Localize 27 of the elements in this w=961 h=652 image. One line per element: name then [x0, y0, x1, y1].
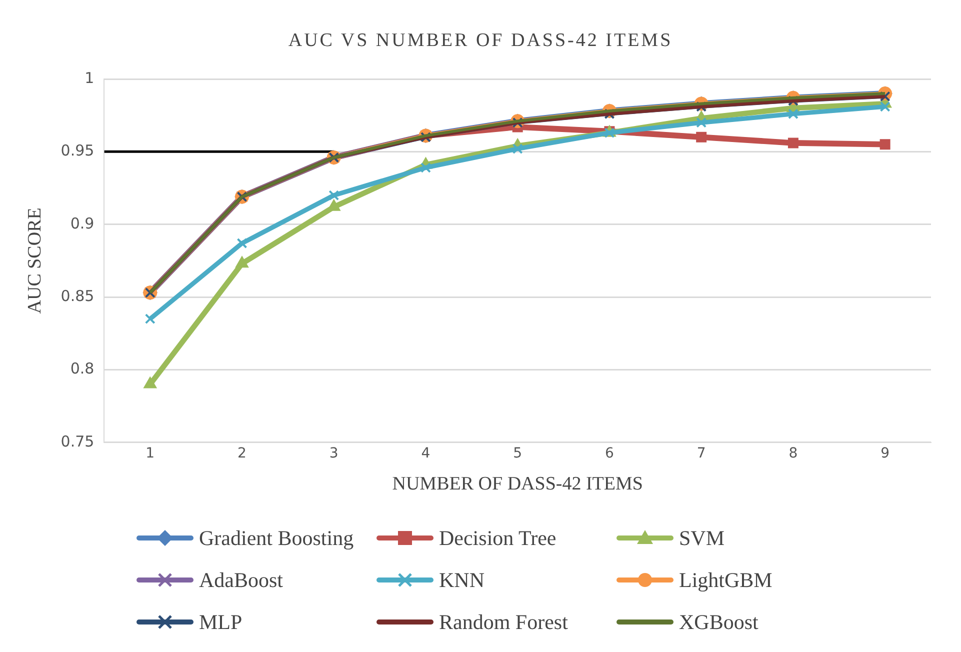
- x-tick-label: 5: [513, 445, 522, 462]
- legend-label: LightGBM: [679, 568, 772, 592]
- x-tick-label: 9: [880, 445, 890, 462]
- legend-label: KNN: [439, 568, 484, 592]
- legend-label: XGBoost: [679, 610, 758, 634]
- x-tick-label: 1: [146, 445, 155, 462]
- x-tick-label: 4: [421, 445, 430, 462]
- x-tick-label: 8: [788, 445, 798, 462]
- legend-label: SVM: [679, 526, 725, 550]
- legend-label: AdaBoost: [199, 568, 283, 592]
- x-axis-title: NUMBER OF DASS-42 ITEMS: [392, 474, 643, 495]
- x-tick-label: 6: [605, 445, 614, 462]
- y-tick-label: 0.8: [70, 360, 94, 378]
- y-tick-label: 0.95: [60, 142, 94, 160]
- chart-title: AUC VS NUMBER OF DASS-42 ITEMS: [287, 30, 674, 52]
- y-tick-label: 0.75: [60, 432, 94, 450]
- x-tick-label: 7: [696, 445, 706, 462]
- legend-label: Random Forest: [439, 610, 568, 634]
- y-tick-label: 1: [84, 68, 94, 87]
- legend-label: Gradient Boosting: [199, 526, 354, 550]
- x-tick-label: 3: [329, 445, 338, 462]
- y-axis-title: AUC SCORE: [24, 208, 46, 314]
- y-tick-label: 0.9: [70, 214, 94, 232]
- legend-label: MLP: [199, 610, 242, 634]
- y-tick-label: 0.85: [60, 286, 94, 305]
- legend-label: Decision Tree: [439, 526, 556, 550]
- x-tick-label: 2: [238, 445, 246, 462]
